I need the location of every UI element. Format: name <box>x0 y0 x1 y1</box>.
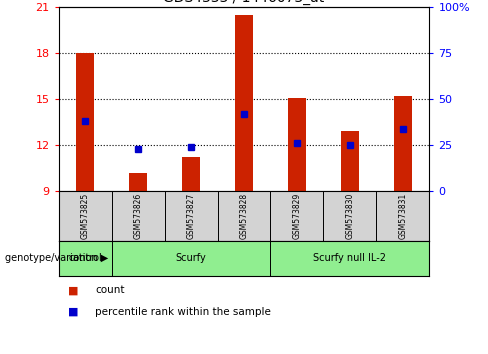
Bar <box>59 191 112 241</box>
Bar <box>112 191 164 241</box>
Title: GDS4333 / 1446073_at: GDS4333 / 1446073_at <box>163 0 325 5</box>
Text: Scurfy: Scurfy <box>176 253 206 263</box>
Bar <box>218 191 270 241</box>
Text: ■: ■ <box>68 307 79 316</box>
Text: GSM573829: GSM573829 <box>292 193 302 239</box>
Bar <box>129 173 147 191</box>
Text: ■: ■ <box>68 285 79 295</box>
Bar <box>341 131 359 191</box>
Text: GSM573831: GSM573831 <box>398 193 407 239</box>
Bar <box>376 191 429 241</box>
Bar <box>112 241 270 276</box>
Text: genotype/variation ▶: genotype/variation ▶ <box>5 253 108 263</box>
Text: percentile rank within the sample: percentile rank within the sample <box>95 307 271 316</box>
Bar <box>270 191 324 241</box>
Text: GSM573830: GSM573830 <box>346 193 354 239</box>
Bar <box>288 98 306 191</box>
Bar <box>164 191 218 241</box>
Text: count: count <box>95 285 124 295</box>
Bar <box>324 191 376 241</box>
Text: GSM573825: GSM573825 <box>81 193 90 239</box>
Text: GSM573826: GSM573826 <box>134 193 142 239</box>
Text: GSM573827: GSM573827 <box>186 193 196 239</box>
Text: GSM573828: GSM573828 <box>240 193 248 239</box>
Text: control: control <box>68 253 102 263</box>
Bar <box>59 241 112 276</box>
Bar <box>235 15 253 191</box>
Bar <box>394 96 412 191</box>
Bar <box>270 241 429 276</box>
Bar <box>182 158 200 191</box>
Text: Scurfy null IL-2: Scurfy null IL-2 <box>313 253 386 263</box>
Bar <box>76 53 94 191</box>
